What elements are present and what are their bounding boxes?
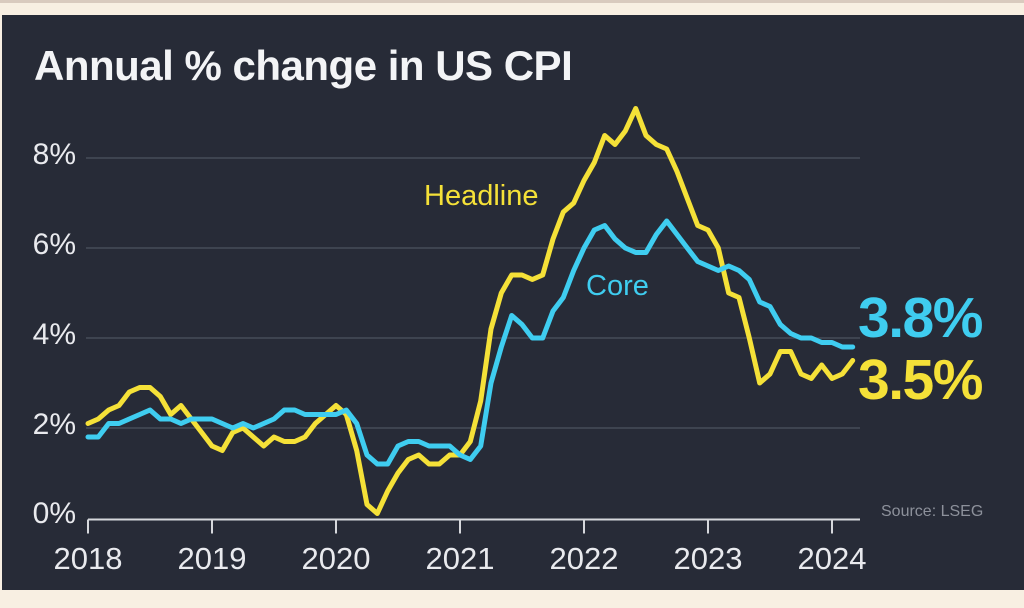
chart-panel <box>2 15 1024 590</box>
x-axis-label: 2019 <box>177 541 247 576</box>
x-axis-label: 2023 <box>673 541 743 576</box>
y-axis-label: 8% <box>32 138 76 171</box>
legend-headline-label: Headline <box>424 180 539 212</box>
y-axis-label: 4% <box>32 318 76 351</box>
x-axis-label: 2024 <box>797 541 867 576</box>
headline-line <box>85 106 856 516</box>
x-axis-label: 2021 <box>425 541 495 576</box>
core-end-value: 3.8% <box>858 286 983 350</box>
y-axis-label: 2% <box>32 408 76 441</box>
frame-top-line <box>0 0 1024 3</box>
chart-title: Annual % change in US CPI <box>34 42 573 89</box>
legend-core-label: Core <box>586 270 649 302</box>
x-axis-label: 2020 <box>301 541 371 576</box>
source-label: Source: LSEG <box>881 503 984 520</box>
x-axis-label: 2022 <box>549 541 619 576</box>
y-axis-label: 6% <box>32 228 76 261</box>
headline-end-value: 3.5% <box>858 348 983 412</box>
y-axis-label: 0% <box>32 497 76 530</box>
core-line <box>85 218 856 467</box>
x-axis-label: 2018 <box>53 541 123 576</box>
